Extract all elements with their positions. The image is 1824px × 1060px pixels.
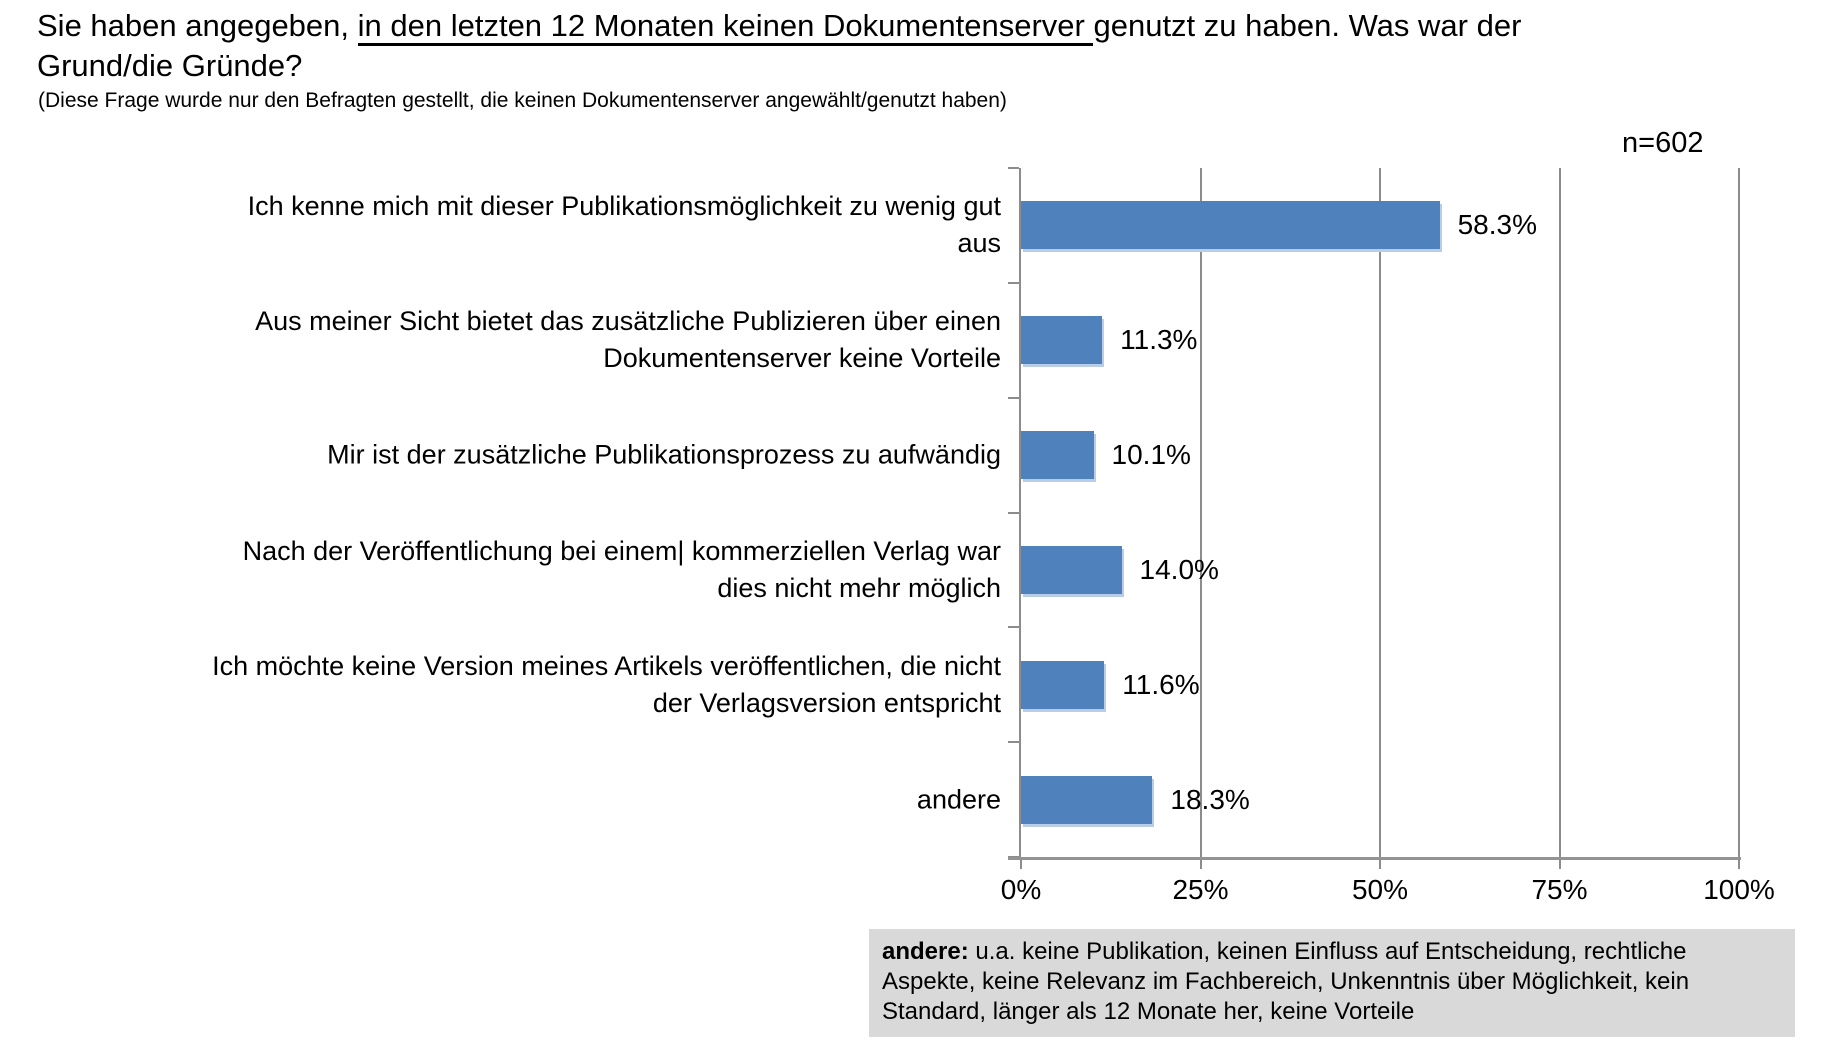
gridline	[1738, 168, 1740, 857]
x-axis-line	[1008, 857, 1741, 860]
category-label-line: Mir ist der zusätzliche Publikationsproz…	[327, 439, 1001, 470]
category-axis-tick	[1008, 167, 1019, 169]
x-axis-tick	[1738, 859, 1740, 869]
bar-value-label: 10.1%	[1111, 439, 1191, 471]
category-label-line: aus	[957, 228, 1001, 259]
category-label-line: Aus meiner Sicht bietet das zusätzliche …	[255, 306, 1001, 337]
title-part-pre: Sie haben angegeben,	[37, 8, 358, 43]
footnote-bold-prefix: andere:	[882, 938, 969, 965]
bar	[1021, 775, 1153, 824]
footnote-text: u.a. keine Publikation, keinen Einfluss …	[882, 938, 1690, 1025]
category-label: andere	[30, 781, 1001, 818]
x-tick-label: 100%	[1703, 874, 1775, 905]
bar	[1021, 201, 1440, 250]
bar	[1021, 660, 1105, 709]
category-label: Nach der Veröffentlichung bei einem| kom…	[30, 533, 1001, 607]
bar-value-label: 58.3%	[1457, 209, 1537, 241]
bar	[1021, 545, 1122, 594]
category-label: Aus meiner Sicht bietet das zusätzliche …	[30, 303, 1001, 377]
category-axis-tick	[1008, 396, 1019, 399]
gridline	[1199, 168, 1202, 857]
x-axis-tick	[1379, 859, 1381, 869]
category-axis-line	[1019, 168, 1021, 857]
category-label-line: der Verlagsversion entspricht	[652, 687, 1001, 718]
category-label-line: Ich kenne mich mit dieser Publikationsmö…	[247, 191, 1001, 222]
category-axis-tick	[1008, 741, 1019, 744]
category-label-line: andere	[916, 784, 1001, 815]
category-label-line: Ich möchte keine Version meines Artikels…	[212, 650, 1001, 681]
title-line-2: Grund/die Gründe?	[37, 48, 303, 83]
category-label-line: dies nicht mehr möglich	[717, 572, 1001, 603]
bar-value-label: 11.3%	[1120, 324, 1198, 356]
category-axis-tick	[1008, 626, 1019, 629]
x-tick-label: 75%	[1531, 874, 1588, 905]
page-subtitle: (Diese Frage wurde nur den Befragten ges…	[38, 89, 1007, 112]
sample-size-label: n=602	[1622, 127, 1704, 159]
gridline	[1558, 168, 1561, 857]
title-part-post: genutzt zu haben. Was war der	[1093, 8, 1522, 43]
category-axis-tick	[1008, 511, 1019, 514]
bar-value-label: 18.3%	[1170, 783, 1250, 815]
category-label-line: Nach der Veröffentlichung bei einem| kom…	[242, 535, 1001, 566]
category-label: Ich kenne mich mit dieser Publikationsmö…	[30, 188, 1001, 262]
category-axis-tick	[1008, 281, 1019, 284]
category-label: Ich möchte keine Version meines Artikels…	[30, 648, 1001, 722]
x-axis-tick	[1558, 859, 1561, 869]
footnote-box: andere: u.a. keine Publikation, keinen E…	[869, 929, 1795, 1037]
x-tick-label: 25%	[1172, 874, 1229, 905]
page-title: Sie haben angegeben, in den letzten 12 M…	[37, 6, 1817, 86]
category-label-line: Dokumentenserver keine Vorteile	[603, 343, 1001, 374]
x-tick-label: 0%	[1000, 874, 1042, 905]
title-line-1: Sie haben angegeben, in den letzten 12 M…	[37, 6, 1817, 46]
category-label: Mir ist der zusätzliche Publikationsproz…	[30, 437, 1001, 474]
x-tick-label: 50%	[1351, 874, 1409, 905]
bar	[1021, 431, 1094, 480]
x-axis-tick	[1020, 859, 1022, 869]
bar-value-label: 11.6%	[1122, 668, 1200, 700]
x-axis-tick	[1199, 859, 1202, 869]
gridline	[1379, 168, 1381, 857]
title-part-underlined: in den letzten 12 Monaten keinen Dokumen…	[357, 8, 1094, 46]
bar	[1021, 316, 1103, 365]
bar-value-label: 14.0%	[1139, 553, 1219, 585]
